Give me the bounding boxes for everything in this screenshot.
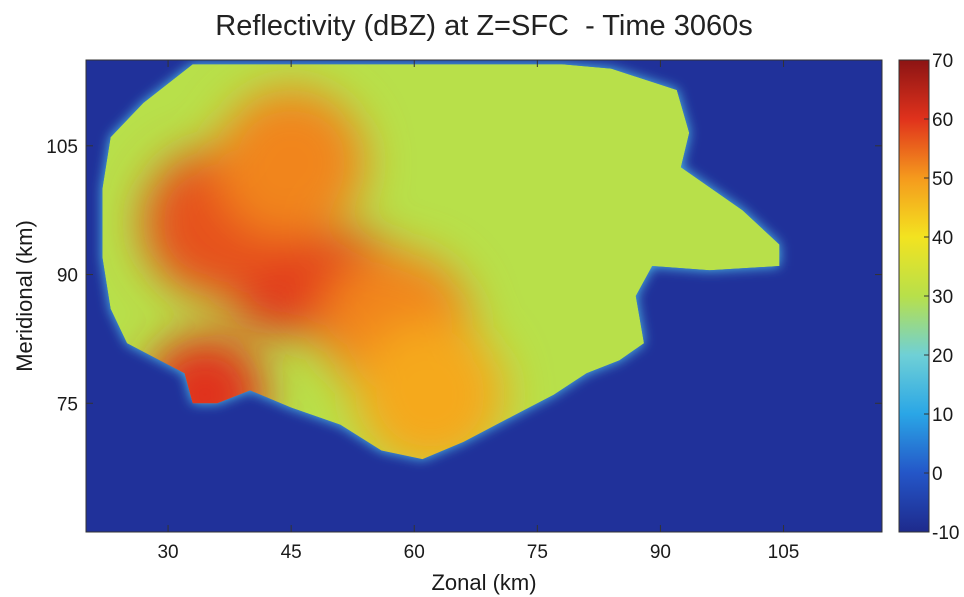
y-tick-label: 90	[57, 266, 78, 287]
x-tick-label: 60	[404, 542, 425, 563]
x-axis-label: Zonal (km)	[431, 570, 536, 595]
y-tick-label: 75	[57, 394, 78, 415]
plot-frame	[85, 59, 883, 533]
x-tick-label: 30	[157, 542, 178, 563]
colorbar-tick-label: -10	[932, 523, 959, 544]
reflectivity-core-5	[216, 88, 367, 238]
x-tick-label: 45	[281, 542, 302, 563]
colorbar-tick-label: 20	[932, 346, 953, 367]
y-axis-label: Meridional (km)	[12, 220, 37, 372]
colorbar-tick-label: 60	[932, 110, 953, 131]
colorbar-tick-label: 50	[932, 169, 953, 190]
x-tick-label: 105	[768, 542, 800, 563]
colorbar-tick-label: 10	[932, 405, 953, 426]
colorbar-tick-label: 0	[932, 464, 943, 485]
colorbar-tick-label: 30	[932, 287, 953, 308]
reflectivity-core-6	[355, 319, 506, 460]
colorbar-tick-label: 40	[932, 228, 953, 249]
plot-area	[86, 60, 882, 532]
colorbar-tick-label: 70	[932, 51, 953, 72]
chart-title: Reflectivity (dBZ) at Z=SFC - Time 3060s	[215, 10, 753, 42]
y-tick-label: 105	[46, 137, 78, 158]
x-tick-label: 75	[527, 542, 548, 563]
x-tick-label: 90	[650, 542, 671, 563]
